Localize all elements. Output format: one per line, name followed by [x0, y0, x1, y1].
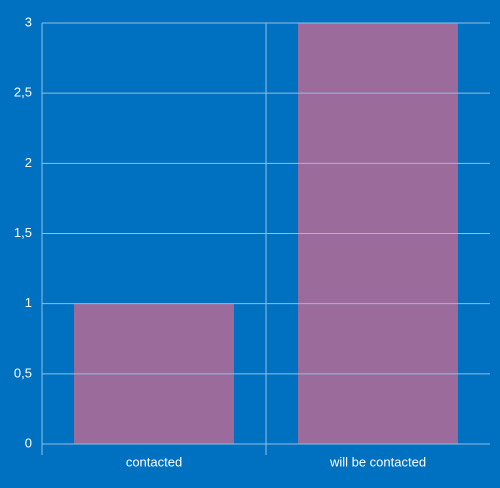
y-tick-label: 0	[25, 435, 32, 450]
x-tick-label: will be contacted	[329, 454, 426, 469]
y-tick-label: 2,5	[14, 85, 32, 100]
y-tick-label: 3	[25, 14, 32, 29]
y-tick-label: 2	[25, 155, 32, 170]
x-tick-label: contacted	[126, 454, 182, 469]
y-tick-label: 0,5	[14, 365, 32, 380]
y-tick-label: 1	[25, 295, 32, 310]
y-tick-label: 1,5	[14, 225, 32, 240]
